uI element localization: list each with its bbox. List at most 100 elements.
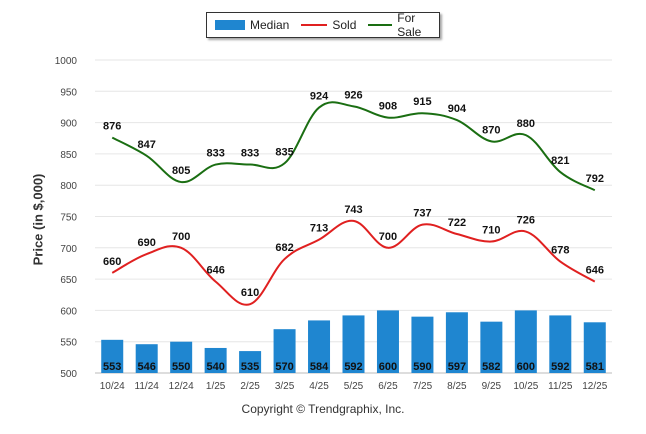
median-bars [101, 310, 606, 373]
legend-median-swatch [215, 20, 245, 30]
median-bar-label: 600 [379, 361, 397, 373]
median-bar [101, 339, 124, 373]
for-sale-point-label: 835 [275, 146, 293, 158]
x-tick-label: 11/24 [135, 381, 160, 392]
median-bar-label: 584 [310, 361, 329, 373]
y-tick-label: 700 [60, 244, 77, 255]
x-tick-label: 5/25 [344, 381, 364, 392]
for-sale-point-label: 915 [413, 96, 431, 108]
for-sale-line [111, 101, 596, 192]
x-tick-label: 7/25 [413, 381, 433, 392]
y-tick-label: 950 [60, 87, 77, 98]
legend-for-sale-label: For Sale [397, 11, 422, 39]
y-tick-label: 550 [60, 338, 77, 349]
for-sale-point-label: 908 [379, 101, 397, 113]
median-bar [583, 322, 606, 373]
sold-point-label: 660 [103, 256, 121, 268]
x-tick-label: 12/25 [582, 381, 607, 392]
legend-median[interactable]: Median [215, 18, 289, 32]
x-tick-label: 10/25 [513, 381, 538, 392]
x-axis-ticks: 10/24 11/24 12/24 1/25 2/25 3/25 4/25 5/25 6/25 7… [100, 381, 608, 392]
sold-point-label: 690 [138, 237, 156, 249]
y-tick-label: 1000 [55, 56, 78, 67]
sold-point-label: 722 [448, 217, 466, 229]
sold-point-label: 700 [172, 231, 190, 243]
for-sale-point-label: 924 [310, 91, 329, 103]
for-sale-point-label: 876 [103, 121, 121, 133]
median-bar-label: 535 [241, 361, 259, 373]
x-tick-label: 9/25 [482, 381, 502, 392]
y-tick-label: 900 [60, 119, 77, 130]
y-tick-label: 500 [60, 369, 77, 380]
sold-point-label: 610 [241, 287, 259, 299]
y-axis-ticks: 500 550 600 650 700 750 800 850 900 950 1000 [55, 56, 78, 380]
median-bar-label: 582 [482, 361, 500, 373]
for-sale-point-label: 805 [172, 165, 190, 177]
x-tick-label: 1/25 [206, 381, 226, 392]
median-bar-label: 597 [448, 361, 466, 373]
for-sale-point-label: 821 [551, 155, 569, 167]
median-bar [308, 320, 331, 373]
sold-point-label: 646 [586, 265, 604, 277]
for-sale-point-label: 926 [344, 89, 362, 101]
sold-point-label: 682 [275, 242, 293, 254]
median-bar [273, 329, 296, 373]
median-bar-label: 600 [517, 361, 535, 373]
median-bar-label: 546 [138, 361, 156, 373]
median-bar-label: 550 [172, 361, 190, 373]
y-tick-label: 650 [60, 275, 77, 286]
median-bar [135, 344, 158, 373]
legend-for-sale[interactable]: For Sale [368, 11, 439, 39]
median-bar [411, 316, 434, 373]
legend-sold[interactable]: Sold [301, 18, 356, 32]
sold-point-label: 737 [413, 208, 431, 220]
for-sale-point-label: 792 [586, 173, 604, 185]
sold-point-label: 743 [344, 204, 362, 216]
data-labels: 553 546 550 540 535 570 584 592 600 590 597 582 600 5… [103, 89, 604, 373]
x-tick-label: 4/25 [309, 381, 329, 392]
median-bar-label: 553 [103, 361, 121, 373]
series-lines [111, 101, 596, 306]
median-bar-label: 570 [275, 361, 293, 373]
sold-point-label: 713 [310, 223, 328, 235]
median-bar [514, 310, 537, 373]
median-bar [342, 315, 365, 373]
median-bar [480, 321, 503, 373]
median-bar-label: 592 [551, 361, 569, 373]
copyright: Copyright © Trendgraphix, Inc. [241, 402, 405, 416]
x-tick-label: 3/25 [275, 381, 295, 392]
x-tick-label: 6/25 [378, 381, 398, 392]
y-tick-label: 800 [60, 181, 77, 192]
for-sale-point-label: 833 [206, 148, 224, 160]
sold-point-label: 646 [206, 265, 224, 277]
for-sale-point-label: 880 [517, 118, 535, 130]
median-bar [376, 310, 399, 373]
sold-point-label: 726 [517, 215, 535, 227]
legend-for-sale-swatch [368, 24, 393, 26]
x-tick-label: 11/25 [548, 381, 573, 392]
sold-point-label: 700 [379, 231, 397, 243]
x-tick-label: 2/25 [240, 381, 260, 392]
x-tick-label: 12/24 [169, 381, 194, 392]
median-bar [549, 315, 572, 373]
x-tick-label: 10/24 [100, 381, 125, 392]
legend: Median Sold For Sale [206, 11, 440, 39]
median-bar-label: 540 [206, 361, 224, 373]
legend-sold-swatch [301, 24, 328, 26]
median-bar [445, 312, 468, 373]
y-axis-label: Price (in $,000) [30, 173, 46, 266]
median-bar-label: 592 [344, 361, 362, 373]
for-sale-point-label: 833 [241, 148, 259, 160]
for-sale-point-label: 847 [138, 139, 156, 151]
sold-point-label: 678 [551, 245, 569, 257]
legend-sold-label: Sold [332, 18, 357, 32]
median-bar [170, 341, 193, 373]
median-bar-label: 581 [586, 361, 604, 373]
y-tick-label: 850 [60, 150, 77, 161]
y-tick-label: 750 [60, 213, 77, 224]
median-bar [239, 351, 262, 373]
sold-point-label: 710 [482, 225, 500, 237]
x-tick-label: 8/25 [447, 381, 467, 392]
legend-median-label: Median [250, 18, 290, 32]
